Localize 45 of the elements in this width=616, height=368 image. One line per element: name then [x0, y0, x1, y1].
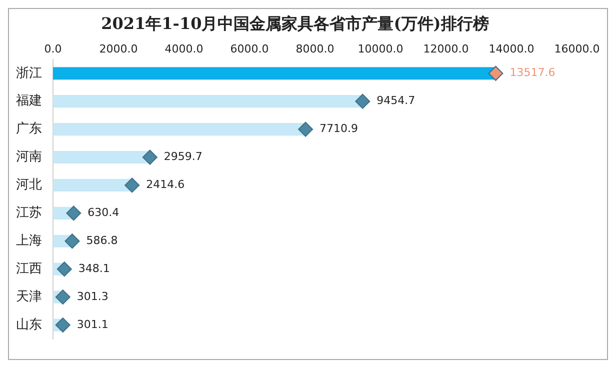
y-tick-label: 山东 [16, 317, 42, 332]
point [488, 66, 504, 81]
bar [53, 67, 496, 80]
bar [53, 150, 150, 164]
x-tick-label: 4000.0 [164, 42, 204, 56]
data-label: 630.4 [88, 206, 120, 220]
data-label: 9454.7 [376, 94, 416, 108]
y-tick-label: 江苏 [16, 206, 42, 221]
data-label: 586.8 [86, 234, 118, 247]
y-tick-label: 天津 [16, 289, 42, 304]
chart-title: 2021年1-10月中国金属家具各省市产量(万件)排行榜 [101, 14, 489, 33]
y-tick-label: 河南 [16, 150, 42, 165]
x-tick-label: 0.0 [44, 42, 62, 56]
x-tick-label: 10000.0 [358, 42, 404, 56]
y-tick-label: 上海 [16, 234, 42, 249]
y-tick-label: 江西 [16, 261, 42, 276]
data-label: 348.1 [78, 262, 110, 275]
point [66, 206, 82, 221]
point [298, 122, 314, 137]
point [55, 290, 70, 305]
data-label: 7710.9 [320, 122, 358, 136]
point [55, 318, 70, 333]
x-tick-label: 16000.0 [554, 42, 600, 56]
data-label: 301.1 [76, 318, 108, 331]
data-label: 13517.6 [510, 66, 556, 80]
point [56, 262, 72, 277]
bar [53, 123, 306, 136]
x-tick-label: 8000.0 [296, 42, 334, 56]
y-tick-label: 福建 [16, 94, 42, 109]
data-label: 2414.6 [146, 178, 185, 192]
bar [53, 95, 363, 108]
x-tick-label: 2000.0 [99, 42, 138, 56]
point [355, 94, 370, 109]
x-tick-label: 6000.0 [230, 42, 269, 56]
y-tick-label: 浙江 [16, 66, 42, 81]
y-tick-label: 河北 [16, 178, 42, 193]
x-tick-label: 12000.0 [423, 42, 469, 56]
point [64, 234, 80, 249]
data-label: 2959.7 [164, 150, 202, 164]
point [124, 178, 140, 193]
x-tick-label: 14000.0 [488, 42, 534, 56]
y-tick-label: 广东 [16, 122, 42, 137]
point [142, 150, 158, 165]
bar [53, 178, 132, 192]
data-label: 301.3 [76, 290, 108, 303]
